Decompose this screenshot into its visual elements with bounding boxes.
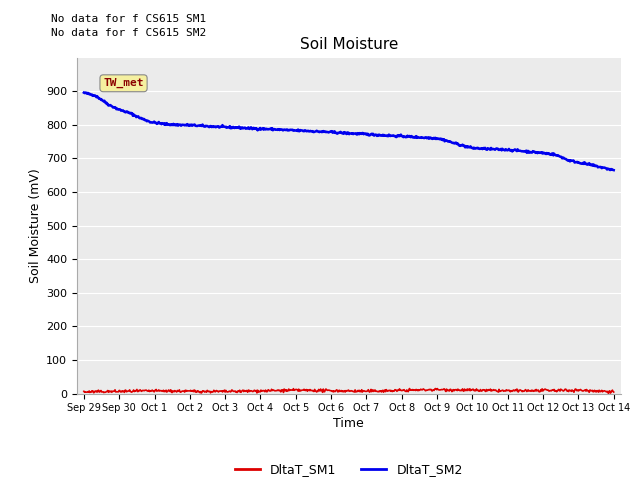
Legend: DltaT_SM1, DltaT_SM2: DltaT_SM1, DltaT_SM2 — [230, 458, 468, 480]
X-axis label: Time: Time — [333, 418, 364, 431]
Y-axis label: Soil Moisture (mV): Soil Moisture (mV) — [29, 168, 42, 283]
Text: TW_met: TW_met — [103, 78, 144, 88]
Title: Soil Moisture: Soil Moisture — [300, 37, 398, 52]
Text: No data for f CS615 SM1: No data for f CS615 SM1 — [51, 13, 207, 24]
Text: No data for f CS615 SM2: No data for f CS615 SM2 — [51, 28, 207, 38]
